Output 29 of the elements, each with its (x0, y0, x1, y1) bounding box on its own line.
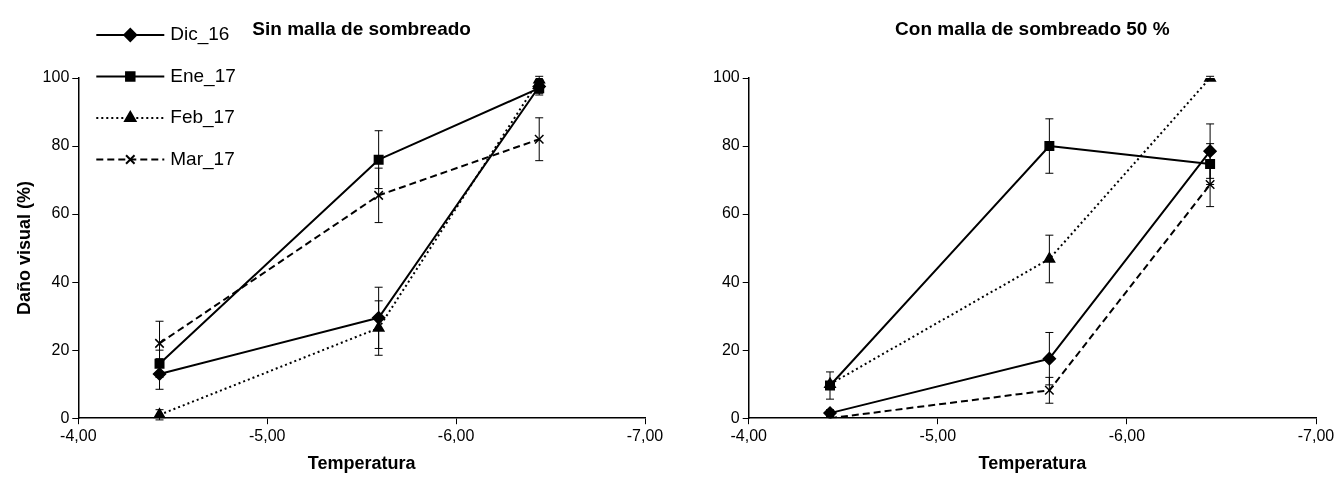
chart-title: Con malla de sombreado 50 % (895, 18, 1170, 40)
y-tick-label: 0 (60, 408, 70, 426)
y-tick-label: 20 (721, 340, 740, 358)
y-tick-label: 60 (721, 204, 740, 222)
x-tick-label: -7,00 (1297, 427, 1335, 445)
legend-label: Feb_17 (170, 106, 235, 129)
x-tick-label: -4,00 (730, 427, 768, 445)
y-tick-label: 0 (730, 408, 740, 426)
y-tick-label: 80 (51, 136, 70, 154)
x-tick-label: -6,00 (1108, 427, 1146, 445)
x-tick-label: -4,00 (60, 427, 97, 445)
y-tick-label: 20 (51, 340, 70, 358)
y-tick-label: 80 (721, 136, 740, 154)
legend-label: Mar_17 (170, 147, 235, 170)
x-tick-label: -5,00 (919, 427, 957, 445)
y-tick-label: 60 (51, 204, 70, 222)
x-axis-title: Temperatura (307, 453, 417, 474)
x-tick-label: -5,00 (248, 427, 286, 445)
x-tick-label: -7,00 (626, 427, 664, 445)
x-tick-label: -6,00 (437, 427, 475, 445)
y-axis-title: Daño visual (%) (13, 181, 34, 316)
legend-label: Dic_16 (170, 23, 230, 46)
y-tick-label: 40 (721, 272, 740, 290)
x-axis-title: Temperatura (978, 453, 1088, 474)
y-tick-label: 100 (712, 68, 740, 86)
y-tick-label: 100 (42, 68, 70, 86)
y-tick-label: 40 (51, 272, 70, 290)
chart-title: Sin malla de sombreado (252, 18, 471, 40)
legend-label: Ene_17 (170, 64, 236, 87)
